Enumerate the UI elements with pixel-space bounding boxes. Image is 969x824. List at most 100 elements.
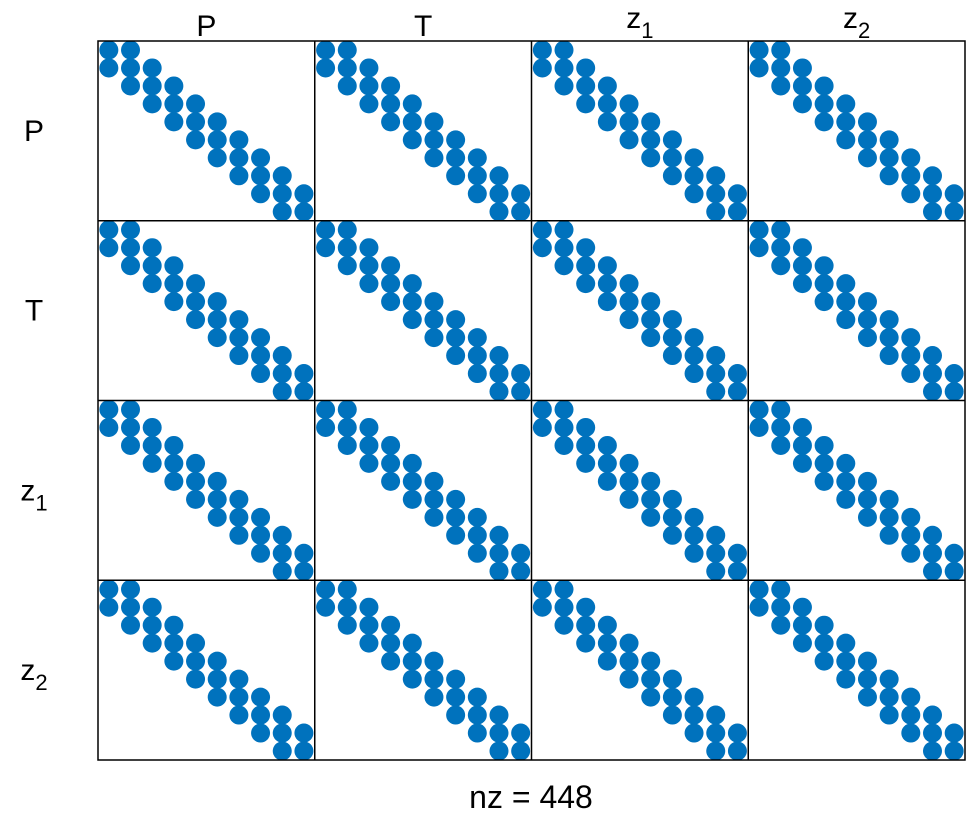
nonzero-marker (402, 471, 422, 491)
nonzero-marker (901, 166, 921, 186)
nonzero-marker (619, 310, 639, 330)
nonzero-marker (424, 669, 444, 689)
nonzero-marker (207, 471, 227, 491)
nonzero-marker (662, 705, 682, 725)
nonzero-marker (879, 328, 899, 348)
nonzero-marker (251, 364, 271, 384)
nonzero-marker (164, 435, 184, 455)
nonzero-marker (836, 471, 856, 491)
nonzero-marker (662, 687, 682, 707)
nonzero-marker (99, 597, 119, 617)
nonzero-marker (294, 382, 314, 402)
nonzero-marker (402, 112, 422, 132)
nonzero-marker (879, 148, 899, 168)
nonzero-marker (359, 633, 379, 653)
nonzero-marker (576, 94, 596, 114)
nonzero-marker (207, 310, 227, 330)
nonzero-marker (662, 346, 682, 366)
nonzero-marker (207, 292, 227, 312)
nonzero-marker (272, 364, 292, 384)
nonzero-marker (142, 435, 162, 455)
nonzero-marker (467, 346, 487, 366)
nonzero-marker (121, 238, 141, 258)
nonzero-marker (792, 597, 812, 617)
nonzero-marker (641, 669, 661, 689)
nonzero-marker (771, 76, 791, 96)
nonzero-marker (857, 471, 877, 491)
nonzero-marker (641, 507, 661, 527)
nonzero-marker (467, 687, 487, 707)
nonzero-marker (489, 561, 509, 581)
nonzero-marker (662, 489, 682, 509)
nonzero-marker (316, 220, 336, 240)
x-axis-label: nz = 448 (469, 779, 593, 815)
nonzero-marker (337, 238, 357, 258)
nonzero-marker (142, 453, 162, 473)
nonzero-marker (706, 543, 726, 563)
nonzero-marker (164, 112, 184, 132)
nonzero-marker (337, 399, 357, 419)
nonzero-marker (359, 615, 379, 635)
nonzero-marker (706, 525, 726, 545)
nonzero-marker (554, 220, 574, 240)
nonzero-marker (229, 328, 249, 348)
nonzero-marker (641, 687, 661, 707)
nonzero-marker (207, 148, 227, 168)
nonzero-marker (857, 112, 877, 132)
nonzero-marker (489, 723, 509, 743)
nonzero-marker (922, 346, 942, 366)
nonzero-marker (272, 184, 292, 204)
nonzero-marker (359, 94, 379, 114)
nonzero-marker (597, 453, 617, 473)
nonzero-marker (771, 58, 791, 78)
nonzero-marker (944, 723, 964, 743)
nonzero-marker (251, 328, 271, 348)
nonzero-marker (792, 435, 812, 455)
nonzero-marker (857, 310, 877, 330)
nonzero-marker (554, 238, 574, 258)
nonzero-marker (771, 615, 791, 635)
nonzero-marker (684, 184, 704, 204)
nonzero-marker (901, 543, 921, 563)
nonzero-marker (597, 471, 617, 491)
nonzero-marker (771, 435, 791, 455)
nonzero-marker (792, 58, 812, 78)
nonzero-marker (619, 130, 639, 150)
nonzero-marker (576, 58, 596, 78)
nonzero-marker (121, 256, 141, 276)
nonzero-marker (142, 238, 162, 258)
nonzero-marker (901, 346, 921, 366)
nonzero-marker (814, 292, 834, 312)
nonzero-marker (359, 597, 379, 617)
nonzero-marker (771, 579, 791, 599)
nonzero-marker (879, 669, 899, 689)
nonzero-marker (402, 310, 422, 330)
nonzero-marker (684, 507, 704, 527)
nonzero-marker (576, 76, 596, 96)
nonzero-marker (727, 364, 747, 384)
nonzero-marker (294, 364, 314, 384)
nonzero-marker (901, 364, 921, 384)
nonzero-marker (402, 669, 422, 689)
nonzero-marker (186, 94, 206, 114)
nonzero-marker (207, 669, 227, 689)
nonzero-marker (922, 543, 942, 563)
nonzero-marker (597, 435, 617, 455)
nonzero-marker (99, 40, 119, 60)
plot-frame (97, 40, 966, 761)
nonzero-marker (749, 58, 769, 78)
row-label: z1 (20, 474, 47, 515)
nonzero-marker (186, 310, 206, 330)
nonzero-marker (121, 399, 141, 419)
nonzero-marker (359, 76, 379, 96)
nonzero-marker (142, 417, 162, 437)
nonzero-marker (207, 130, 227, 150)
nonzero-marker (922, 364, 942, 384)
nonzero-marker (316, 58, 336, 78)
nonzero-marker (489, 364, 509, 384)
nonzero-marker (684, 148, 704, 168)
nonzero-marker (532, 399, 552, 419)
nonzero-marker (814, 633, 834, 653)
nonzero-marker (272, 741, 292, 761)
